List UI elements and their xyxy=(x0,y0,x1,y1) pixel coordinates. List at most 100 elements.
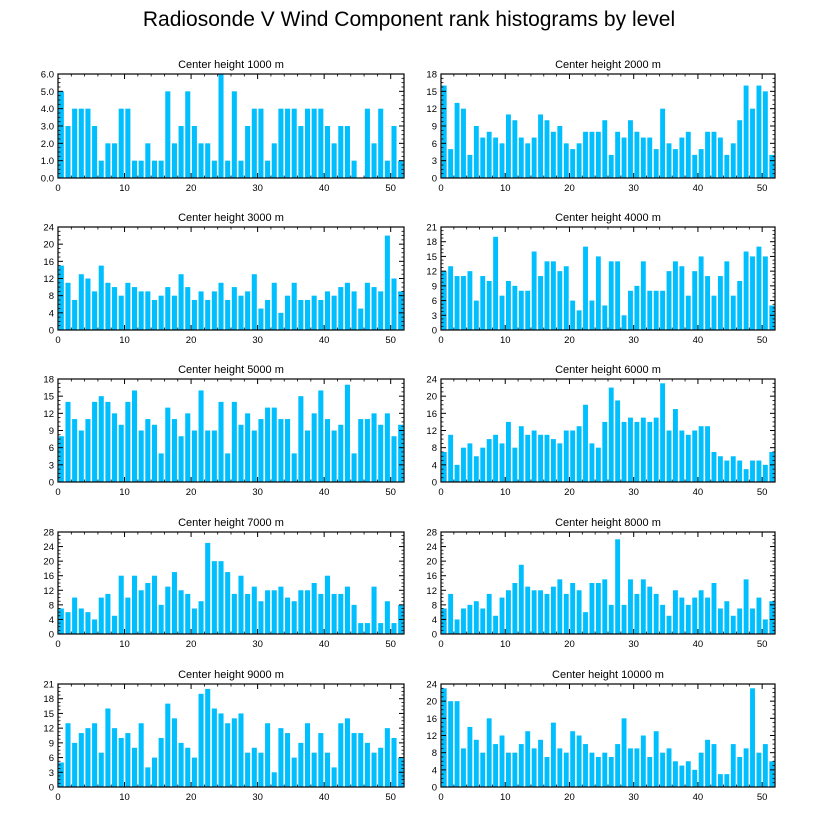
panel-1-bar xyxy=(72,108,78,178)
panel-5-bar xyxy=(118,424,124,482)
panel-6-bar xyxy=(499,443,505,482)
panel-3-bar xyxy=(198,291,204,330)
panel-5-bar xyxy=(85,419,91,482)
panel-2-bar xyxy=(769,154,775,178)
panel-5-bar xyxy=(165,407,171,482)
panel-6-bar xyxy=(454,464,460,482)
panel-10-xtick-label: 20 xyxy=(564,792,575,803)
panel-4-ytick-label: 6 xyxy=(432,296,437,307)
panel-4-bar xyxy=(467,271,473,330)
panel-4-bar xyxy=(608,261,614,330)
panel-9-bar xyxy=(98,752,104,787)
panel-1-bar xyxy=(178,126,184,178)
panel-3-bar xyxy=(278,312,284,330)
panel-1-bar xyxy=(231,91,237,178)
panel-9-bar xyxy=(185,747,191,787)
panel-8-bar xyxy=(621,604,627,634)
panel-6-bar xyxy=(660,383,666,482)
panel-8-bar xyxy=(660,604,666,634)
panel-4-bar xyxy=(666,271,672,330)
panel-8-xtick-label: 50 xyxy=(757,639,768,650)
panel-2-bar xyxy=(640,137,646,178)
panel-5-bar xyxy=(265,407,271,482)
panel-3-bar xyxy=(291,282,297,330)
panel-5-bar xyxy=(298,396,304,482)
panel-7-bar xyxy=(265,590,271,634)
panel-4-bar xyxy=(589,300,595,330)
panel-1-ytick-label: 5.0 xyxy=(41,87,54,98)
panel-4-bar xyxy=(454,276,460,330)
panel-8-bar xyxy=(608,604,614,634)
panel-3-bar xyxy=(225,299,231,330)
panel-9-xtick-label: 10 xyxy=(119,792,130,803)
panel-3-bar xyxy=(65,282,71,330)
panel-6-bar xyxy=(531,430,537,482)
panel-1-ytick-label: 4.0 xyxy=(41,104,54,115)
panel-3-ytick-label: 8 xyxy=(49,291,54,302)
panel-8-bar xyxy=(743,579,749,634)
panel-1-bar xyxy=(331,143,337,178)
panel-4-bar xyxy=(762,256,768,330)
panel-6-bar xyxy=(737,460,743,482)
panel-1-bar xyxy=(318,108,324,178)
panel-9-title: Center height 9000 m xyxy=(178,669,284,681)
panel-4-bar xyxy=(486,280,492,330)
panel-1-bar xyxy=(118,108,124,178)
panel-1-bar xyxy=(171,143,177,178)
panel-9-bar xyxy=(364,742,370,787)
panel-9-bar xyxy=(151,757,158,787)
panel-3-bar xyxy=(105,282,111,330)
panel-4-bar xyxy=(640,261,646,330)
panel-6-bar xyxy=(724,460,730,482)
panel-4-bar xyxy=(711,295,717,330)
panel-5-bar xyxy=(304,430,311,482)
panel-6-xtick-label: 50 xyxy=(757,487,768,498)
panel-9-bar xyxy=(351,733,357,787)
panel-3-bar xyxy=(145,291,151,330)
panel-4-bar xyxy=(538,276,543,330)
panel-1-bar xyxy=(378,108,384,178)
panel-5-bar xyxy=(218,401,224,482)
panel-9-bar xyxy=(324,752,331,787)
panel-10-bar xyxy=(454,701,460,787)
panel-5-ytick-label: 0 xyxy=(49,478,54,489)
panel-3-bar xyxy=(371,287,377,330)
panel-6-bar xyxy=(538,434,543,482)
panel-7-ytick-label: 16 xyxy=(43,571,54,582)
panel-1-bar xyxy=(151,160,158,178)
panel-8-bar xyxy=(493,615,499,634)
panel-9-bar xyxy=(112,728,118,787)
panel-10-bar xyxy=(730,744,736,787)
panel-3-bar xyxy=(318,299,324,330)
panel-4-ytick-label: 21 xyxy=(426,223,437,234)
panel-10-bar xyxy=(769,761,775,787)
panel-10-ytick-label: 20 xyxy=(426,697,437,708)
panel-7-bar xyxy=(344,586,350,634)
panel-2-ytick-label: 6 xyxy=(432,139,437,150)
panel-9-bar xyxy=(231,718,237,787)
panel-3-ytick-label: 20 xyxy=(43,240,54,251)
panel-5-xtick-label: 50 xyxy=(385,487,396,498)
panel-2-bar xyxy=(743,85,749,178)
panel-3-ytick-label: 4 xyxy=(49,308,54,319)
panel-10-bar xyxy=(525,731,531,787)
panel-6-bar xyxy=(621,421,627,482)
panel-9-bar xyxy=(198,693,204,787)
panel-4-bar xyxy=(583,246,588,330)
panel-4-bar xyxy=(506,280,511,330)
panel-7-bar xyxy=(324,575,331,634)
panel-8-bar xyxy=(640,579,646,634)
panel-6-bar xyxy=(756,460,762,482)
panel-10-bar xyxy=(750,688,755,787)
panel-3-bar xyxy=(78,274,84,330)
panel-7-ytick-label: 28 xyxy=(43,528,54,539)
panel-9-bar xyxy=(358,733,364,787)
panel-6-ytick-label: 8 xyxy=(432,443,437,454)
panel-5-bar xyxy=(105,401,111,482)
panel-7-ytick-label: 20 xyxy=(43,557,54,568)
panel-7-bar xyxy=(304,590,311,634)
panel-5-bar xyxy=(225,453,231,482)
panel-9-bar xyxy=(225,723,231,787)
panel-5-bar xyxy=(358,419,364,482)
panel-10-bar xyxy=(595,756,601,787)
